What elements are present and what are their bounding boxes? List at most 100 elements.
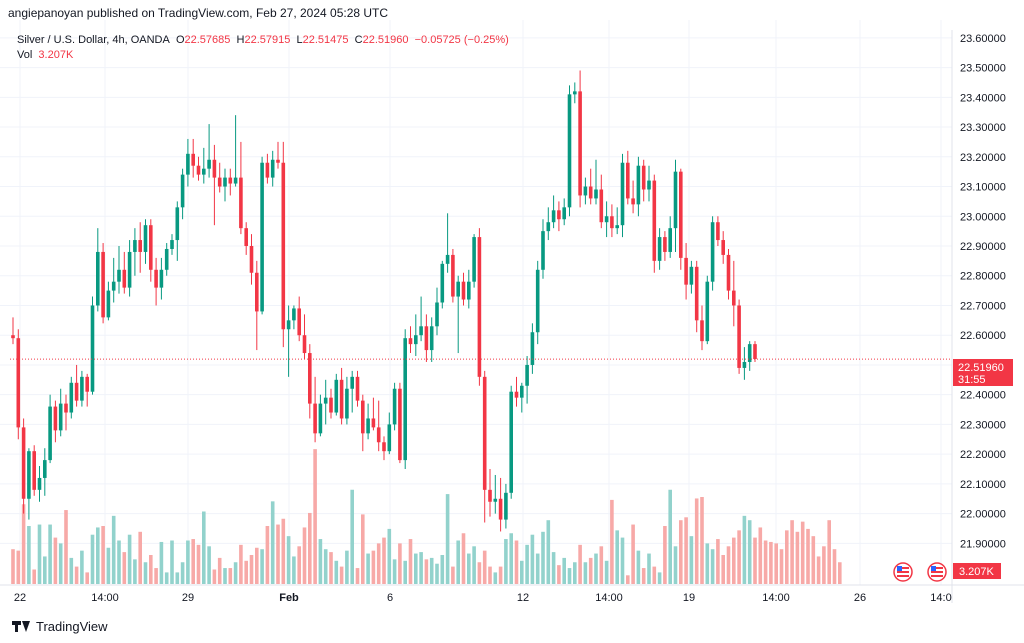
candle[interactable]	[260, 156, 264, 315]
candle[interactable]	[64, 394, 68, 431]
candle[interactable]	[641, 159, 646, 202]
candle[interactable]	[207, 124, 211, 178]
candle[interactable]	[302, 314, 307, 359]
candle[interactable]	[48, 394, 52, 464]
candle[interactable]	[154, 257, 158, 306]
candle[interactable]	[424, 314, 429, 362]
candle[interactable]	[308, 344, 312, 419]
candle[interactable]	[239, 141, 243, 235]
candle[interactable]	[286, 305, 291, 377]
candle[interactable]	[482, 370, 487, 523]
candle[interactable]	[90, 296, 95, 395]
candle[interactable]	[27, 448, 31, 520]
candle[interactable]	[366, 403, 370, 440]
candle[interactable]	[445, 213, 450, 273]
candle[interactable]	[726, 248, 731, 300]
candle[interactable]	[419, 296, 423, 342]
candle[interactable]	[663, 231, 667, 261]
candle[interactable]	[16, 329, 21, 440]
candle[interactable]	[451, 248, 455, 303]
candle[interactable]	[127, 240, 132, 297]
candle[interactable]	[106, 281, 111, 321]
candle[interactable]	[11, 317, 15, 345]
candle[interactable]	[122, 251, 127, 294]
candle[interactable]	[557, 201, 561, 232]
candle[interactable]	[599, 174, 604, 229]
candle[interactable]	[583, 177, 588, 205]
candle[interactable]	[339, 367, 344, 425]
candle[interactable]	[689, 260, 694, 294]
candle[interactable]	[567, 85, 572, 217]
candle[interactable]	[541, 219, 545, 279]
candle[interactable]	[710, 216, 715, 291]
candle[interactable]	[705, 275, 710, 345]
candle[interactable]	[461, 272, 466, 306]
candle[interactable]	[334, 373, 339, 416]
candle[interactable]	[509, 385, 513, 499]
candle[interactable]	[679, 168, 683, 270]
candle[interactable]	[392, 382, 397, 431]
candle[interactable]	[647, 165, 651, 202]
candle[interactable]	[133, 228, 137, 276]
candle[interactable]	[223, 168, 227, 202]
candle[interactable]	[96, 228, 100, 312]
candle[interactable]	[753, 341, 757, 362]
candle[interactable]	[85, 373, 89, 407]
candle[interactable]	[149, 219, 153, 282]
flag-icon[interactable]	[927, 562, 947, 582]
candle[interactable]	[435, 287, 439, 336]
candle[interactable]	[535, 260, 540, 345]
candle[interactable]	[37, 466, 42, 502]
candle[interactable]	[329, 388, 333, 419]
candle[interactable]	[700, 305, 704, 351]
candle[interactable]	[493, 474, 498, 514]
candle[interactable]	[594, 159, 598, 205]
candle[interactable]	[477, 228, 482, 386]
candle[interactable]	[631, 180, 635, 214]
candle[interactable]	[562, 198, 566, 226]
candle[interactable]	[212, 144, 217, 226]
candle[interactable]	[408, 326, 413, 354]
candle[interactable]	[323, 379, 328, 425]
candle[interactable]	[737, 299, 741, 374]
candle[interactable]	[636, 156, 641, 217]
candle[interactable]	[721, 231, 725, 264]
candle[interactable]	[69, 376, 74, 419]
candle[interactable]	[573, 82, 577, 104]
candle[interactable]	[228, 168, 233, 196]
candle[interactable]	[138, 222, 142, 273]
candle[interactable]	[313, 376, 317, 443]
candle[interactable]	[414, 314, 418, 357]
candle[interactable]	[217, 162, 222, 193]
candle[interactable]	[350, 370, 354, 413]
candle[interactable]	[249, 234, 254, 285]
candle[interactable]	[694, 260, 699, 333]
candle[interactable]	[514, 376, 519, 407]
candle[interactable]	[472, 234, 476, 288]
candle[interactable]	[281, 141, 286, 348]
candle[interactable]	[43, 448, 47, 496]
candle[interactable]	[488, 469, 492, 517]
symbol-title[interactable]: Silver / U.S. Dollar, 4h, OANDA	[17, 34, 170, 46]
candle[interactable]	[620, 153, 625, 238]
candle[interactable]	[376, 400, 381, 452]
candle[interactable]	[615, 207, 619, 235]
candle[interactable]	[657, 228, 662, 270]
candle[interactable]	[673, 159, 678, 252]
candle[interactable]	[498, 477, 503, 532]
candle[interactable]	[117, 246, 121, 294]
flag-icon[interactable]	[893, 562, 913, 582]
candle[interactable]	[551, 195, 556, 229]
candle[interactable]	[440, 260, 445, 309]
candle[interactable]	[732, 260, 736, 327]
candle[interactable]	[196, 156, 201, 181]
candle[interactable]	[361, 394, 365, 452]
candle[interactable]	[387, 412, 392, 455]
candle[interactable]	[202, 147, 206, 184]
candle[interactable]	[270, 150, 275, 187]
candle[interactable]	[32, 445, 36, 496]
candle[interactable]	[276, 141, 280, 169]
candle[interactable]	[382, 436, 386, 461]
candle[interactable]	[255, 260, 259, 351]
candle[interactable]	[292, 305, 296, 330]
